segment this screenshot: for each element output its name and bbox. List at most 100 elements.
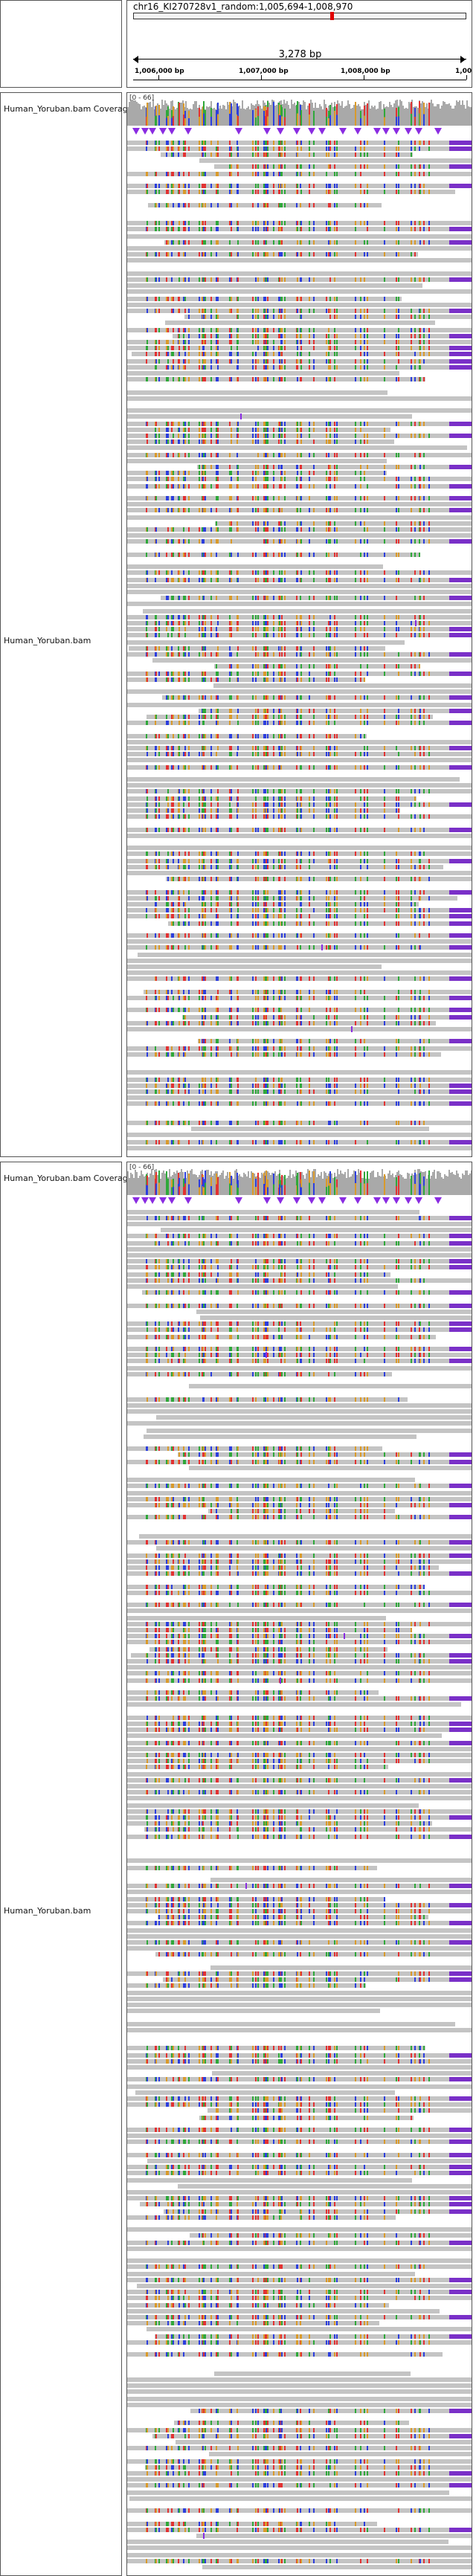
read-mismatch [328, 828, 329, 832]
read-mismatch [428, 877, 430, 881]
read-mismatch [263, 914, 265, 918]
read-mismatch [183, 496, 184, 500]
read-mismatch [300, 164, 302, 169]
read-mismatch [423, 765, 425, 770]
read-mismatch [255, 422, 257, 426]
read-mismatch [284, 828, 286, 832]
read-mismatch [231, 471, 232, 475]
read-mismatch [167, 508, 169, 512]
read-mismatch [155, 765, 157, 770]
read-mismatch [297, 453, 298, 457]
read-mismatch [155, 252, 157, 257]
read-mismatch [281, 152, 283, 157]
read-mismatch [216, 359, 217, 364]
read-mismatch [147, 746, 148, 750]
insertion-markers[interactable] [127, 126, 472, 138]
read-mismatch [280, 484, 282, 489]
coverage-bar [399, 100, 401, 126]
read-mismatch [203, 539, 205, 544]
coverage-snp-bar [147, 114, 148, 126]
read-mismatch [360, 346, 361, 350]
alignment-track-name[interactable]: Human_Yoruban.bam [4, 636, 91, 645]
coverage-bar [219, 106, 221, 126]
coverage-snp-bar [398, 107, 399, 117]
read-mismatch [336, 434, 338, 438]
read-mismatch [336, 914, 338, 918]
read-mismatch [216, 828, 217, 832]
read-mismatch [167, 453, 169, 457]
read-mismatch [419, 484, 421, 489]
read-mismatch [281, 146, 283, 151]
read-mismatch [281, 752, 283, 756]
read-mismatch [167, 721, 169, 725]
read-mismatch [309, 921, 310, 926]
read-mismatch [210, 802, 212, 807]
read-mismatch [423, 865, 425, 869]
read-mismatch [278, 859, 280, 863]
read-mismatch [178, 277, 180, 282]
read-mismatch [252, 921, 254, 926]
read-mismatch [297, 352, 298, 356]
read-mismatch [334, 896, 335, 901]
read-mismatch [300, 921, 302, 926]
read-mismatch [252, 765, 254, 770]
track-name-panel-1[interactable]: Human_Yoruban.bam Coverag Human_Yoruban.… [0, 92, 128, 1157]
coverage-snp-bar [414, 108, 416, 117]
read-mismatch [147, 527, 148, 532]
read-mismatch [329, 359, 331, 364]
read-mismatch [419, 315, 421, 319]
read-mismatch [328, 896, 329, 901]
read-mismatch [384, 896, 385, 901]
read-mismatch [309, 453, 310, 457]
read-mismatch [263, 709, 265, 713]
read-mismatch [300, 914, 302, 918]
read-mismatch [263, 802, 265, 807]
read-mismatch [360, 172, 361, 176]
read-mismatch [178, 746, 180, 750]
read-mismatch [263, 240, 265, 245]
coverage-histogram[interactable] [127, 93, 472, 126]
coverage-bar [446, 104, 447, 126]
read-mismatch [336, 621, 338, 625]
read-mismatch [313, 484, 315, 489]
read-mismatch [229, 877, 231, 881]
read-mismatch [147, 615, 148, 619]
read-mismatch [263, 141, 265, 145]
read-mismatch [428, 164, 430, 169]
chromosome-ideogram[interactable] [133, 12, 466, 20]
read-mismatch [167, 439, 169, 444]
read-mismatch [203, 422, 205, 426]
track-data-panel-1[interactable]: [0 - 66] [126, 92, 472, 1157]
read-mismatch [309, 496, 310, 500]
read-mismatch [252, 434, 254, 438]
read-mismatch [329, 709, 331, 713]
read-mismatch [329, 277, 331, 282]
coverage-track-name[interactable]: Human_Yoruban.bam Coverag [4, 104, 128, 114]
read-mismatch [166, 908, 167, 912]
read-mismatch [178, 796, 180, 801]
read-mismatch [309, 896, 310, 901]
read-mismatch [255, 621, 257, 625]
coverage-bar [438, 104, 440, 126]
read-mismatch [255, 933, 257, 938]
read-mismatch [184, 203, 186, 207]
read-mismatch [210, 652, 212, 657]
read-mismatch [364, 471, 365, 475]
insertion-triangle-icon [405, 128, 412, 135]
read-mismatch [263, 746, 265, 750]
read-mismatch [336, 465, 338, 469]
read-mismatch [411, 184, 412, 188]
read-mismatch [300, 828, 302, 832]
aligned-reads[interactable] [127, 139, 472, 1156]
read-mismatch [367, 765, 368, 770]
read-mismatch [309, 802, 310, 807]
read-mismatch [336, 677, 338, 682]
read-mismatch [384, 496, 385, 500]
read-mismatch [428, 765, 430, 770]
coverage-bar [141, 109, 142, 126]
read-mismatch [257, 252, 259, 257]
read-mismatch [328, 752, 329, 756]
read-mismatch [423, 521, 425, 526]
read-mismatch [167, 814, 169, 819]
read-mismatch [281, 570, 283, 575]
